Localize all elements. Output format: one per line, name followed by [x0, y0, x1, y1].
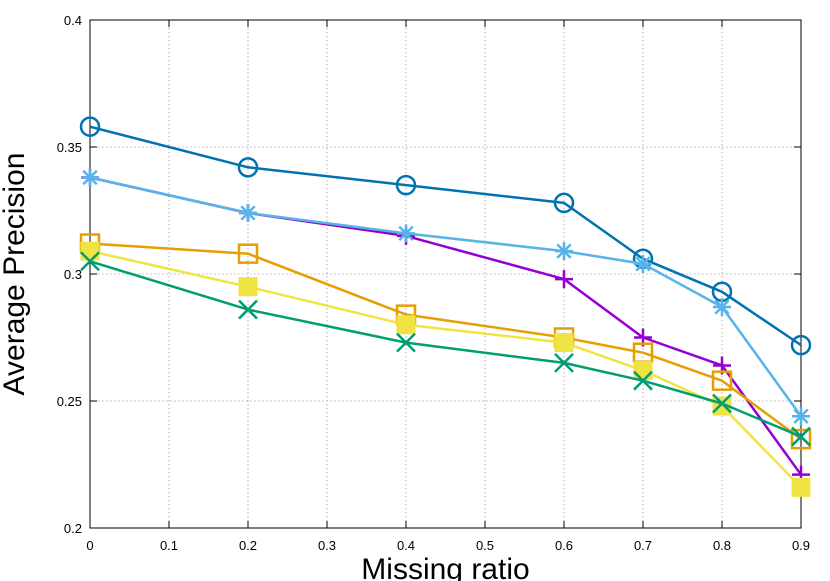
data-point-asterisk — [81, 168, 99, 187]
data-point-circle — [395, 174, 417, 196]
data-point-cross — [238, 299, 258, 320]
x-tick-label: 0.3 — [318, 538, 336, 553]
y-tick-labels: 0.2 0.25 0.3 0.35 0.4 — [57, 13, 82, 536]
y-tick-label: 0.4 — [64, 13, 82, 28]
data-point-square — [711, 370, 733, 391]
y-axis-title: Average Precision — [0, 153, 31, 396]
data-point-asterisk — [792, 407, 810, 426]
data-point-square — [237, 243, 259, 264]
data-point-circle — [237, 157, 259, 178]
x-axis-title: Missing ratio — [361, 553, 529, 581]
data-point-asterisk — [713, 298, 731, 317]
data-point-square — [790, 428, 812, 450]
x-tick-labels: 0 0.1 0.2 0.3 0.4 0.5 0.6 0.7 0.8 0.9 — [86, 538, 810, 553]
series-layer — [79, 116, 812, 497]
series-3 — [81, 168, 810, 426]
y-tick-label: 0.3 — [64, 267, 82, 282]
data-point-filled-square — [396, 315, 416, 335]
y-tick-label: 0.35 — [57, 140, 82, 155]
x-tick-label: 0.9 — [792, 538, 810, 553]
data-point-cross — [396, 332, 416, 353]
x-tick-label: 0.5 — [476, 538, 494, 553]
y-tick-label: 0.25 — [57, 394, 82, 409]
data-point-cross — [633, 370, 653, 391]
x-tick-label: 0.4 — [397, 538, 415, 553]
data-point-asterisk — [555, 242, 573, 261]
data-point-asterisk — [397, 224, 415, 243]
data-point-plus — [555, 270, 573, 289]
data-point-filled-square — [238, 277, 258, 297]
x-tick-label: 0 — [86, 538, 93, 553]
data-point-circle — [79, 116, 101, 137]
data-point-asterisk — [634, 254, 652, 273]
data-point-cross — [554, 353, 574, 373]
x-tick-label: 0.2 — [239, 538, 257, 553]
x-tick-label: 0.6 — [555, 538, 573, 553]
series-1 — [79, 116, 812, 356]
x-tick-label: 0.7 — [634, 538, 652, 553]
series-line — [89, 125, 802, 347]
tick-marks — [89, 19, 802, 529]
data-point-circle — [790, 334, 812, 356]
data-point-cross — [712, 393, 732, 414]
data-point-filled-square — [633, 361, 653, 381]
x-tick-label: 0.1 — [160, 538, 178, 553]
data-point-cross — [80, 251, 100, 272]
x-tick-label: 0.8 — [713, 538, 731, 553]
data-point-cross — [791, 426, 811, 447]
data-point-circle — [553, 192, 575, 214]
data-point-filled-square — [791, 477, 811, 497]
y-tick-label: 0.2 — [64, 521, 82, 536]
data-point-asterisk — [239, 204, 257, 223]
data-point-filled-square — [80, 241, 100, 261]
series-6 — [80, 251, 811, 447]
data-point-filled-square — [554, 333, 574, 353]
